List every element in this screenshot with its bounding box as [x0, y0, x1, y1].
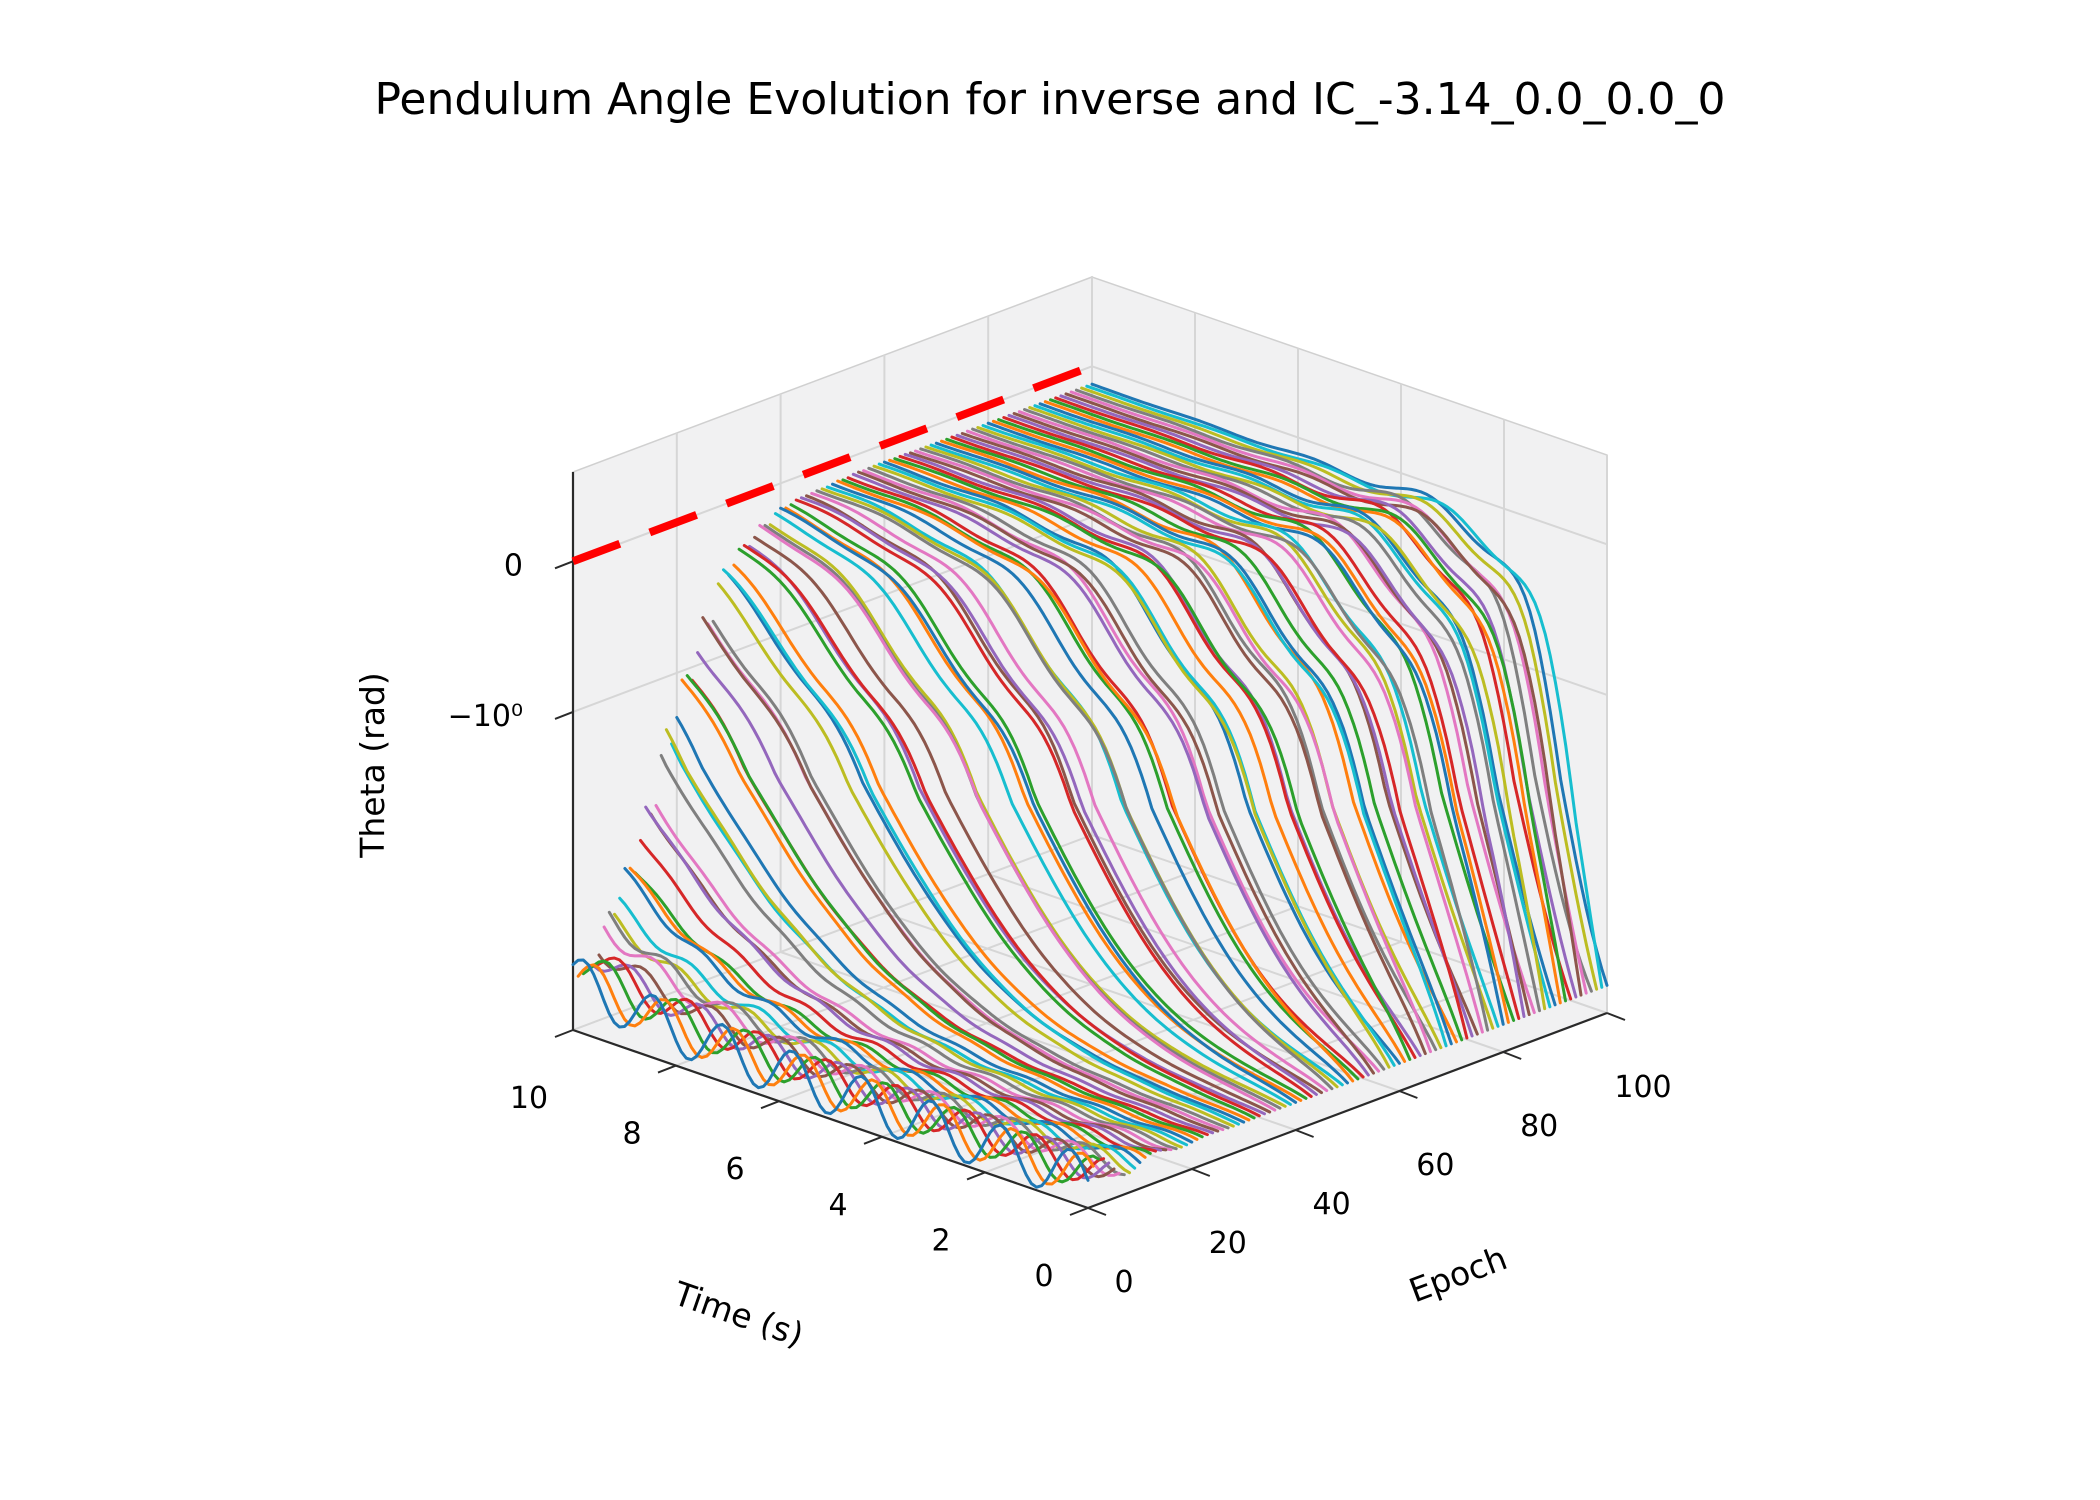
trajectory-line	[768, 523, 1287, 1108]
trajectory-line	[1074, 388, 1593, 993]
trajectory-line	[1007, 413, 1526, 1018]
trajectory-line	[862, 469, 1381, 1073]
x-tick-label: 4	[828, 1188, 847, 1223]
trajectory-line	[919, 447, 1438, 1052]
trajectory-line	[934, 441, 1453, 1046]
trajectory-line	[960, 432, 1479, 1036]
y-tick-label: 0	[1114, 1265, 1133, 1300]
trajectory-line	[945, 437, 1464, 1042]
trajectory-line	[1080, 386, 1599, 991]
trajectory-line	[867, 466, 1386, 1071]
trajectory-line	[1085, 384, 1604, 989]
trajectory-line	[742, 544, 1261, 1118]
trajectory-line	[857, 470, 1375, 1075]
z-tick-label: 0	[504, 548, 523, 583]
x-tick-label: 2	[931, 1223, 950, 1258]
trajectory-line	[722, 568, 1240, 1126]
y-tick-label: 80	[1520, 1109, 1558, 1144]
trajectory-line	[659, 754, 1178, 1151]
trajectory-line	[716, 582, 1235, 1128]
trajectory-line	[1049, 398, 1567, 1003]
trajectory-line	[779, 506, 1298, 1104]
trajectory-line	[810, 491, 1329, 1093]
trajectory-line	[976, 426, 1495, 1030]
trajectory-line	[991, 419, 1510, 1024]
trajectory-line	[602, 925, 1121, 1177]
trajectory-line	[701, 616, 1220, 1133]
trajectory-line	[893, 457, 1412, 1061]
trajectory-line	[908, 451, 1427, 1056]
chart-title: Pendulum Angle Evolution for inverse and…	[374, 74, 1726, 125]
trajectory-line	[981, 424, 1500, 1028]
trajectory-line	[696, 651, 1215, 1135]
x-axis-spine	[572, 1028, 1089, 1210]
trajectory-line	[711, 619, 1230, 1130]
reference-line-group	[571, 362, 1094, 566]
trajectory-line	[965, 429, 1484, 1034]
trajectory-line	[1028, 406, 1547, 1011]
trajectory-line	[618, 896, 1137, 1170]
z-tick-label: −10⁰	[448, 699, 523, 734]
trajectory-line	[1023, 408, 1541, 1013]
trajectory-line	[872, 464, 1391, 1069]
trajectory-line	[654, 804, 1173, 1152]
trajectory-line	[836, 479, 1355, 1083]
trajectory-line	[831, 482, 1349, 1085]
x-tick-label: 6	[725, 1152, 744, 1187]
y-tick-label: 40	[1313, 1187, 1351, 1222]
trajectory-line	[592, 963, 1111, 1180]
reference-line	[571, 362, 1094, 566]
trajectory-line	[799, 496, 1318, 1096]
trajectory-line	[737, 547, 1256, 1120]
trajectory-line	[732, 563, 1251, 1122]
trajectory-line	[1043, 400, 1562, 1005]
trajectory-line	[940, 439, 1458, 1044]
tick-marks	[554, 560, 1626, 1216]
trajectory-line	[789, 503, 1308, 1100]
y-axis-label: Epoch	[1404, 1238, 1512, 1310]
trajectory-curves	[571, 382, 1609, 1189]
trajectory-line	[1012, 412, 1531, 1017]
trajectory-line	[794, 498, 1313, 1098]
trajectory-line	[851, 472, 1370, 1077]
trajectory-line	[758, 524, 1277, 1112]
trajectory-line	[955, 433, 1474, 1038]
trajectory-line	[571, 958, 1090, 1189]
trajectory-line	[914, 449, 1432, 1054]
trajectory-line	[986, 421, 1505, 1026]
trajectory-line	[888, 458, 1407, 1063]
x-axis-label: Time (s)	[668, 1273, 809, 1354]
trajectory-line	[1002, 416, 1521, 1020]
trajectory-line	[815, 489, 1334, 1091]
trajectory-line	[748, 544, 1266, 1116]
trajectory-line	[587, 956, 1106, 1182]
axis-spines	[571, 472, 1608, 1210]
trajectory-line	[675, 716, 1194, 1144]
trajectory-line	[685, 674, 1204, 1139]
y-tick-label: 20	[1209, 1226, 1247, 1261]
trajectory-line	[971, 427, 1490, 1032]
y-axis-spine	[1087, 1011, 1608, 1210]
trajectory-line	[1017, 410, 1536, 1015]
trajectory-line	[841, 478, 1360, 1081]
trajectory-line	[773, 512, 1292, 1106]
trajectory-line	[664, 728, 1183, 1149]
x-tick-label: 10	[510, 1081, 548, 1116]
x-tick-label: 8	[622, 1117, 641, 1152]
y-tick-label: 60	[1416, 1148, 1454, 1183]
trajectory-line	[997, 418, 1516, 1022]
x-tick-label: 0	[1034, 1259, 1053, 1294]
trajectory-line	[950, 435, 1469, 1040]
z-axis-label: Theta (rad)	[353, 672, 392, 859]
trajectory-line	[1059, 394, 1578, 999]
trajectory-line	[753, 535, 1272, 1114]
y-tick-label: 100	[1614, 1070, 1671, 1105]
trajectory-line	[680, 678, 1199, 1141]
trajectory-line	[1038, 402, 1557, 1007]
trajectory-line	[929, 443, 1448, 1048]
trajectory-line	[633, 871, 1152, 1155]
trajectory-line	[1064, 392, 1583, 997]
